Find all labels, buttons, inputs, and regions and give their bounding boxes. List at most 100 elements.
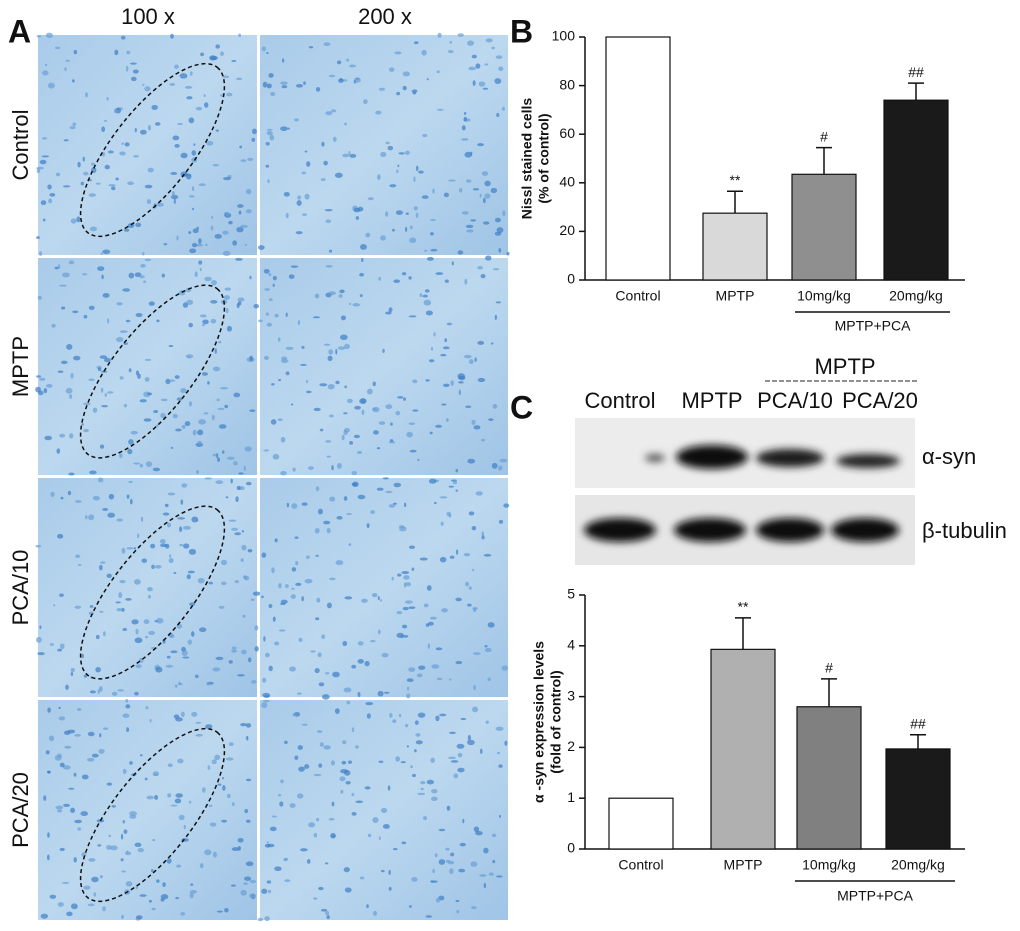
cell [225, 211, 230, 217]
cell [271, 567, 275, 574]
cell [429, 218, 436, 221]
cell [432, 869, 435, 874]
cell [96, 819, 105, 823]
cell [396, 91, 401, 96]
cell [447, 860, 455, 865]
cell [315, 617, 320, 621]
cell [147, 167, 154, 173]
error-bar [816, 146, 832, 175]
cell [404, 600, 413, 604]
cell [101, 274, 104, 280]
cell [290, 403, 294, 406]
cell [351, 812, 357, 816]
cell [184, 85, 193, 89]
cell [482, 87, 489, 90]
cell [68, 787, 75, 790]
micrograph [38, 258, 257, 475]
cell [111, 186, 116, 191]
cell [261, 552, 267, 558]
cell [144, 258, 152, 262]
cell [103, 727, 109, 730]
cell [205, 724, 213, 730]
cell [88, 514, 95, 521]
cell [388, 869, 391, 875]
cell [349, 64, 357, 68]
cell [101, 126, 106, 133]
cell [320, 178, 326, 181]
cell [434, 853, 438, 858]
cell [502, 210, 506, 217]
cell [188, 231, 192, 234]
lane-label: PCA/10 [757, 388, 833, 413]
cell [174, 375, 180, 379]
cell [471, 906, 477, 910]
cell [223, 177, 231, 181]
cell [49, 192, 56, 197]
cell [97, 266, 105, 271]
cell [347, 398, 353, 404]
cell [139, 894, 147, 897]
cell [326, 528, 331, 534]
cell [249, 409, 256, 412]
cell [175, 428, 182, 432]
significance-label: ** [730, 172, 741, 188]
cell [192, 228, 199, 234]
cell [41, 137, 48, 140]
cell [125, 319, 131, 323]
cell [357, 450, 363, 454]
cell [418, 170, 424, 174]
cell [170, 446, 174, 449]
cell [173, 571, 177, 574]
cell [268, 665, 273, 672]
cell [373, 910, 378, 916]
cell [487, 677, 491, 681]
cell [371, 592, 378, 598]
cell [198, 238, 202, 244]
cell [493, 268, 500, 271]
cell [140, 516, 144, 522]
cell [151, 564, 155, 570]
cell [165, 664, 174, 668]
cell [191, 207, 195, 211]
cell [427, 643, 431, 650]
cell [37, 295, 42, 300]
cell [166, 522, 172, 528]
cell [426, 585, 432, 591]
cell [211, 414, 215, 421]
cell [121, 35, 126, 40]
cell [245, 481, 252, 486]
cell [142, 251, 145, 256]
cell [412, 409, 419, 412]
cell [283, 191, 290, 197]
cell [288, 274, 295, 279]
cell [251, 137, 256, 142]
cell [183, 824, 186, 830]
cell [445, 847, 450, 851]
cell [318, 682, 325, 687]
cell [331, 801, 335, 807]
cell [441, 608, 448, 613]
cell [189, 71, 193, 76]
cell [440, 353, 447, 357]
cell [88, 305, 95, 310]
cell [470, 219, 477, 222]
cell [36, 166, 44, 170]
cell [426, 78, 429, 81]
cell [107, 150, 114, 154]
cell [397, 396, 404, 399]
cell [99, 355, 108, 359]
cell [195, 721, 202, 724]
cell [128, 439, 134, 445]
cell [199, 627, 207, 633]
cell [330, 109, 337, 113]
blot-panel: C MPTP Control MPTP PCA/10 PCA/20 α-syn … [510, 354, 1007, 565]
cell [192, 429, 197, 436]
cell [468, 359, 474, 365]
cell [426, 779, 435, 785]
cell [470, 861, 478, 867]
cell [83, 314, 88, 319]
cell [425, 623, 430, 627]
cell [80, 811, 89, 817]
cell [198, 183, 206, 187]
y-tick-label: 1 [567, 789, 575, 805]
